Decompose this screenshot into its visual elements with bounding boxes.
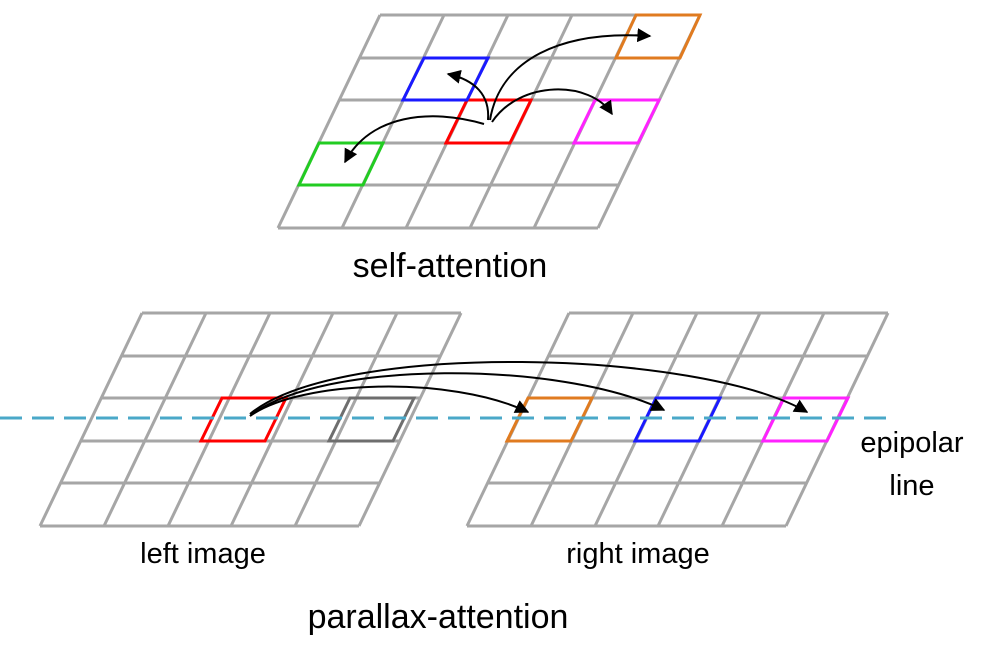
parallax-attention-label: parallax-attention xyxy=(308,598,569,636)
epipolar-label-line1: epipolar xyxy=(860,427,964,459)
right-image-label: right image xyxy=(566,538,709,570)
blue-cell xyxy=(400,56,491,102)
self-attention-grid xyxy=(276,13,702,230)
arrow-to-orange xyxy=(489,28,652,121)
self-attention-arrows xyxy=(344,28,652,164)
self-attention-label: self-attention xyxy=(353,247,548,285)
left-image-label: left image xyxy=(140,538,266,570)
arrow-to-right-magenta xyxy=(249,360,809,415)
left-query-cell xyxy=(198,396,289,443)
arrow-to-blue xyxy=(446,69,490,121)
arrow-to-right-orange xyxy=(249,385,530,417)
parallax-attention-arrows xyxy=(249,360,809,417)
arrow-to-green xyxy=(344,115,485,164)
epipolar-label-line2: line xyxy=(889,470,934,502)
left-shadow-cell xyxy=(326,396,417,443)
right-blue-cell xyxy=(632,396,723,443)
query-cell xyxy=(443,98,534,145)
orange-cell xyxy=(613,13,703,60)
arrow-to-magenta xyxy=(491,88,613,123)
arrow-to-right-blue xyxy=(249,372,666,417)
right-orange-cell xyxy=(504,396,595,443)
magenta-cell xyxy=(571,98,662,145)
right-magenta-cell xyxy=(760,396,851,443)
green-cell xyxy=(296,141,386,187)
